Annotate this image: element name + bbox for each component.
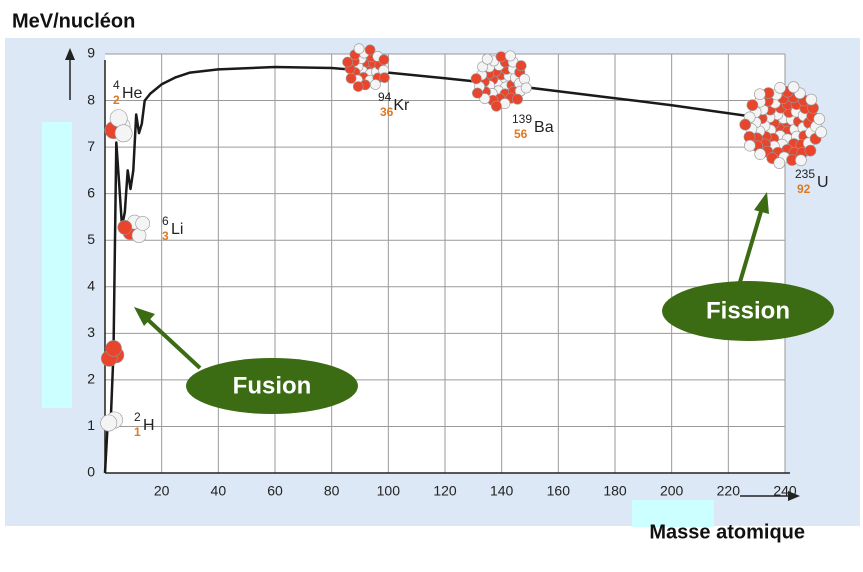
- axis-arrow-head: [65, 48, 75, 60]
- x-tick-label: 120: [433, 483, 457, 499]
- nucleon: [353, 43, 365, 55]
- nucleon: [773, 157, 786, 169]
- y-tick-label: 2: [87, 371, 95, 387]
- nucleon: [495, 51, 507, 63]
- mass-number: 94: [378, 90, 392, 104]
- x-tick-label: 200: [660, 483, 684, 499]
- annotation: Fission: [706, 297, 790, 324]
- atomic-number: 2: [113, 93, 120, 107]
- line: [103, 65, 771, 474]
- nuclei: [100, 43, 827, 432]
- annotation-bubble: [186, 358, 358, 414]
- x-tick-label: 20: [154, 483, 170, 499]
- nucleon: [805, 93, 818, 106]
- mass-number: 6: [162, 214, 169, 228]
- nucleon: [774, 82, 786, 94]
- nucleon: [754, 148, 767, 160]
- mass-number: 235: [795, 167, 815, 181]
- y-tick-label: 0: [87, 464, 95, 480]
- nucleon: [739, 118, 752, 131]
- nucleon: [345, 73, 357, 84]
- atomic-number: 36: [380, 105, 394, 119]
- y-tick-label: 4: [87, 277, 95, 293]
- x-tick-label: 40: [211, 483, 227, 499]
- nucleon: [470, 73, 482, 85]
- annotation-bubble: [662, 281, 834, 341]
- atomic-number: 3: [162, 229, 169, 243]
- marks: [103, 65, 771, 474]
- y-tick-label: 3: [87, 324, 95, 340]
- nucleon: [109, 109, 128, 128]
- arrow: [738, 207, 764, 283]
- x-tick-label: 60: [267, 483, 283, 499]
- x-tick-label: 140: [490, 483, 514, 499]
- mask: [632, 500, 714, 527]
- y-tick-label: 9: [87, 45, 95, 61]
- nucleon: [744, 139, 756, 152]
- nucleon: [105, 340, 122, 357]
- mass-number: 2: [134, 410, 141, 424]
- arrow-head: [134, 307, 155, 326]
- element-symbol: He: [122, 85, 143, 102]
- nucleon: [135, 216, 151, 231]
- axis-arrow-head: [788, 491, 800, 501]
- nucleon: [795, 154, 807, 167]
- nucleon: [481, 53, 493, 65]
- nucleon: [352, 81, 364, 92]
- arrow: [144, 316, 202, 370]
- nucleon: [754, 88, 766, 101]
- y-axis-title: MeV/nucléon: [12, 10, 135, 32]
- element-symbol: Ba: [534, 119, 554, 136]
- x-tick-label: 80: [324, 483, 340, 499]
- y-tick-label: 8: [87, 91, 95, 107]
- nucleon: [370, 79, 381, 90]
- nucleon: [519, 73, 530, 85]
- arrow-head: [754, 192, 769, 214]
- nucleon: [512, 93, 523, 105]
- nucleon: [490, 100, 502, 112]
- nucleon: [787, 81, 800, 93]
- x-axis-title: Masse atomique: [649, 521, 805, 543]
- y-tick-label: 5: [87, 231, 95, 247]
- nucleon: [813, 113, 826, 125]
- mass-number: 4: [113, 78, 120, 92]
- nucleon: [746, 99, 759, 111]
- nucleon: [815, 126, 827, 138]
- nucleon: [479, 93, 491, 104]
- nucleon: [364, 44, 376, 56]
- element-symbol: Kr: [393, 97, 410, 114]
- annotation: Fusion: [233, 372, 312, 399]
- y-tick-label: 6: [87, 184, 95, 200]
- element-symbol: H: [143, 417, 155, 434]
- y-tick-label: 7: [87, 138, 95, 154]
- nucleon: [342, 56, 353, 68]
- atomic-number: 92: [797, 182, 811, 196]
- nucleon: [100, 414, 118, 432]
- atomic-number: 56: [514, 127, 528, 141]
- nucleon: [378, 54, 390, 66]
- mask: [42, 122, 72, 408]
- element-symbol: U: [817, 174, 829, 191]
- element-symbol: Li: [171, 221, 183, 238]
- x-tick-label: 160: [547, 483, 571, 499]
- x-tick-label: 180: [603, 483, 627, 499]
- nucleon: [114, 124, 133, 143]
- nucleon: [472, 87, 483, 99]
- atomic-number: 1: [134, 425, 141, 439]
- nucleon: [504, 50, 516, 62]
- x-tick-label: 240: [773, 483, 797, 499]
- x-tick-label: 100: [377, 483, 401, 499]
- mass-number: 139: [512, 112, 532, 126]
- nucleon: [515, 60, 527, 72]
- x-tick-label: 220: [717, 483, 741, 499]
- nucleon: [379, 72, 390, 84]
- nucleon: [804, 144, 817, 157]
- nucleon: [117, 220, 133, 235]
- y-tick-label: 1: [87, 417, 95, 433]
- nucleon: [520, 82, 532, 94]
